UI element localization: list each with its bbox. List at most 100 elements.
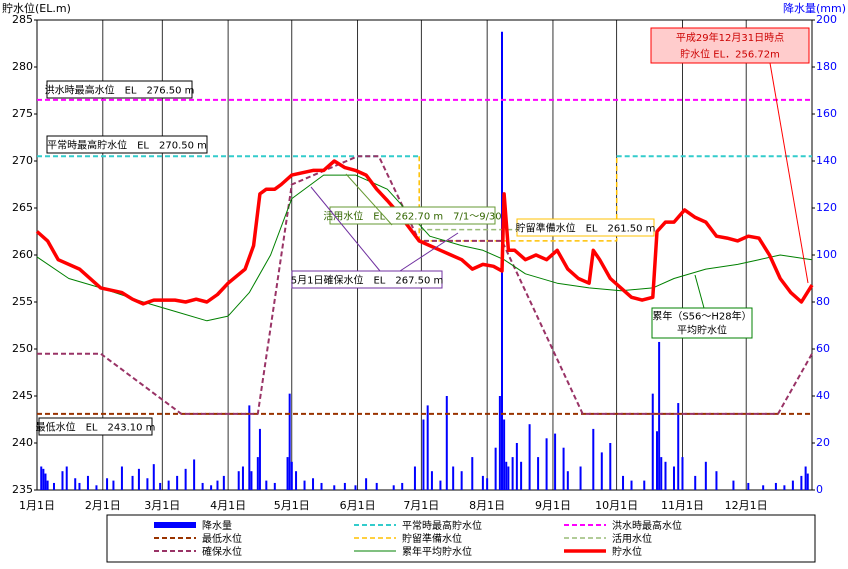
rain-bar xyxy=(86,475,89,490)
rain-bar xyxy=(95,485,98,490)
annotation: 平均貯水位 xyxy=(677,324,727,337)
rain-bar xyxy=(507,466,510,490)
y-tick-label: 260 xyxy=(12,248,33,261)
rain-bar xyxy=(167,480,170,490)
rain-bar xyxy=(520,461,523,490)
rain-bar xyxy=(112,480,115,490)
rain-bar xyxy=(333,485,336,490)
y-tick-label: 240 xyxy=(12,436,33,449)
rain-bar xyxy=(273,482,276,490)
rain-bar xyxy=(413,466,416,490)
rain-bar xyxy=(600,452,603,490)
legend-label: 最低水位 xyxy=(202,532,242,545)
y2-tick-label: 0 xyxy=(816,483,823,496)
rain-bar xyxy=(481,475,484,490)
rain-bar xyxy=(193,459,196,490)
rain-bar xyxy=(732,480,735,490)
rain-bar xyxy=(256,457,259,490)
annotation-box xyxy=(651,307,753,339)
x-tick-label: 5月1日 xyxy=(274,499,310,512)
rain-bar xyxy=(486,478,489,490)
x-tick-label: 10月1日 xyxy=(595,499,638,512)
annotation-box xyxy=(46,80,193,99)
series-line xyxy=(37,155,813,415)
rain-bar xyxy=(715,471,718,490)
arrows xyxy=(310,62,809,309)
rain-bar xyxy=(312,478,315,490)
annotation-box xyxy=(516,218,655,237)
rain-bar xyxy=(210,485,213,490)
rain-bar xyxy=(303,480,306,490)
rain-bar xyxy=(46,480,49,490)
rain-bar xyxy=(643,480,646,490)
rain-bar xyxy=(503,419,506,490)
arrow xyxy=(310,186,381,272)
annotation-box xyxy=(46,135,208,154)
arrow xyxy=(345,173,393,226)
rain-bar xyxy=(286,457,289,490)
rain-bar xyxy=(791,480,794,490)
x-tick-label: 2月1日 xyxy=(85,499,121,512)
annotation-box xyxy=(38,417,153,436)
rain-bar xyxy=(592,428,595,490)
x-tick-label: 4月1日 xyxy=(210,499,246,512)
legend-label: 貯水位 xyxy=(612,545,642,558)
rain-bar xyxy=(528,424,531,490)
rain-bar xyxy=(106,478,109,490)
rain-bar xyxy=(201,482,204,490)
rain-bar xyxy=(704,461,707,490)
y-tick-label: 285 xyxy=(12,13,33,26)
y2-tick-label: 200 xyxy=(816,13,837,26)
rain-bar xyxy=(152,464,155,490)
rain-bar xyxy=(554,433,557,490)
rain-bar xyxy=(579,466,582,490)
legend-label: 累年平均貯水位 xyxy=(402,545,472,558)
legend-label: 洪水時最高水位 xyxy=(612,519,682,532)
rain-bar xyxy=(320,482,323,490)
rain-bar xyxy=(664,461,667,490)
rain-bar xyxy=(537,457,540,490)
rain-bar xyxy=(146,478,149,490)
rain-bar xyxy=(452,466,455,490)
rain-bar xyxy=(42,468,45,490)
rain-bar xyxy=(566,471,569,490)
rain-bar xyxy=(471,457,474,490)
rain-bar xyxy=(694,475,697,490)
rain-bar xyxy=(774,482,777,490)
rain-bar xyxy=(131,475,134,490)
annotation: 平成29年12月31日時点 xyxy=(676,31,784,44)
series-line xyxy=(35,159,814,306)
rain-bar xyxy=(44,473,47,490)
rain-bar xyxy=(622,475,625,490)
rain-bar xyxy=(783,485,786,490)
rain-bar xyxy=(515,443,518,490)
rain-bar xyxy=(176,475,179,490)
rain-bar xyxy=(401,482,404,490)
rain-bar xyxy=(677,403,680,490)
y-tick-label: 250 xyxy=(12,342,33,355)
rain-bar xyxy=(120,466,123,490)
rain-bar xyxy=(426,405,429,490)
y-tick-label: 270 xyxy=(12,154,33,167)
rain-bar xyxy=(184,468,187,490)
legend-label: 活用水位 xyxy=(612,532,652,545)
y2-tick-label: 80 xyxy=(816,295,830,308)
arrow xyxy=(769,62,809,284)
x-tick-label: 1月1日 xyxy=(19,499,55,512)
y2-tick-label: 120 xyxy=(816,201,837,214)
y-tick-label: 255 xyxy=(12,295,33,308)
legend-label: 降水量 xyxy=(202,519,232,532)
rain-bar xyxy=(392,485,395,490)
annotation: 最低水位 EL 243.10 m xyxy=(36,421,156,434)
rain-bar xyxy=(248,405,251,490)
rain-bar xyxy=(241,466,244,490)
y2-tick-label: 180 xyxy=(816,60,837,73)
rain-bar xyxy=(460,471,463,490)
annotation-box xyxy=(650,27,810,64)
annotation: 貯水位 EL．256.72m xyxy=(680,47,780,60)
rain-bar xyxy=(545,438,548,490)
y2-tick-label: 140 xyxy=(816,154,837,167)
annotation: 貯留準備水位 EL 261.50 m xyxy=(516,222,656,235)
rain-bar xyxy=(65,466,68,490)
